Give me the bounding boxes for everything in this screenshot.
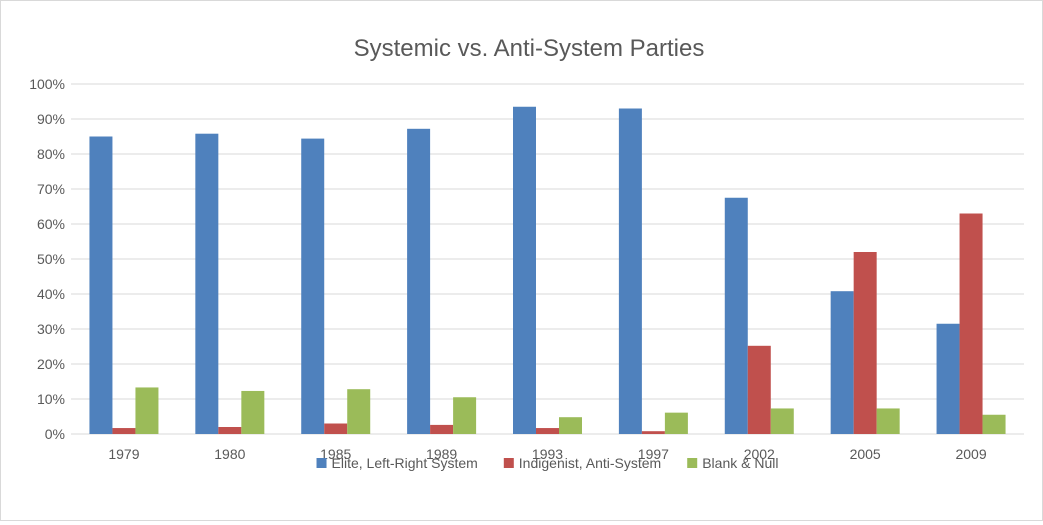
bar-elite-left-right-system-1979: [89, 136, 113, 434]
y-tick-label: 0%: [45, 426, 65, 442]
bar-blank-null-1997: [664, 412, 688, 434]
bar-elite-left-right-system-1980: [195, 133, 219, 434]
y-tick-label: 20%: [37, 356, 65, 372]
bar-elite-left-right-system-1997: [618, 108, 642, 434]
y-tick-label: 100%: [29, 76, 65, 92]
bar-blank-null-2005: [876, 408, 900, 434]
bar-indigenist-anti-system-1985: [324, 423, 348, 434]
bar-indigenist-anti-system-2002: [747, 345, 771, 434]
y-tick-label: 90%: [37, 111, 65, 127]
bar-indigenist-anti-system-1980: [218, 427, 242, 434]
y-tick-label: 80%: [37, 146, 65, 162]
bar-indigenist-anti-system-1979: [112, 428, 136, 434]
y-tick-label: 10%: [37, 391, 65, 407]
gridlines: [71, 83, 1024, 400]
y-tick-label: 30%: [37, 321, 65, 337]
x-tick-label: 1980: [214, 446, 245, 462]
x-axis-tick-labels: 1979 1980 1985 1989 1993 1997 2002 2005 2009: [108, 446, 986, 462]
bar-blank-null-1993: [559, 417, 582, 434]
bar-indigenist-anti-system-2009: [959, 213, 983, 434]
y-tick-label: 50%: [37, 251, 65, 267]
x-tick-label: 1993: [532, 446, 563, 462]
bars: [89, 106, 1006, 435]
legend: Elite, Left-Right System Indigenist, Anti…: [316, 455, 778, 471]
x-tick-label: 1979: [108, 446, 139, 462]
bar-indigenist-anti-system-2005: [853, 252, 877, 434]
bar-elite-left-right-system-2002: [724, 197, 748, 434]
legend-swatch-elite-left-right-system: [316, 458, 327, 468]
legend-label-elite-left-right-system: Elite, Left-Right System: [332, 455, 478, 471]
bar-elite-left-right-system-1993: [513, 106, 536, 434]
y-tick-label: 70%: [37, 181, 65, 197]
legend-swatch-indigenist-anti-system: [503, 458, 514, 468]
bar-indigenist-anti-system-1989: [430, 424, 454, 434]
x-tick-label: 1997: [638, 446, 669, 462]
y-tick-label: 60%: [37, 216, 65, 232]
x-tick-label: 1989: [426, 446, 457, 462]
bar-indigenist-anti-system-1997: [641, 431, 665, 434]
bar-indigenist-anti-system-1993: [536, 428, 559, 434]
bar-blank-null-2002: [770, 408, 794, 434]
bar-blank-null-1980: [241, 390, 265, 434]
bar-elite-left-right-system-2009: [936, 323, 960, 434]
bar-blank-null-2009: [982, 414, 1006, 434]
bar-blank-null-1989: [453, 397, 477, 434]
x-tick-label: 2005: [850, 446, 881, 462]
chart-title: Systemic vs. Anti-System Parties: [354, 35, 705, 62]
x-tick-label: 1985: [320, 446, 351, 462]
bar-elite-left-right-system-2005: [830, 291, 854, 434]
x-tick-label: 2002: [744, 446, 775, 462]
y-axis-tick-labels: 0% 10% 20% 30% 40% 50% 60% 70% 80% 90% 100%: [29, 76, 65, 442]
bar-blank-null-1979: [135, 387, 159, 434]
bar-blank-null-1985: [347, 389, 371, 434]
legend-swatch-blank-null: [687, 458, 698, 468]
x-tick-label: 2009: [955, 446, 986, 462]
bar-elite-left-right-system-1989: [407, 128, 431, 435]
legend-label-blank-null: Blank & Null: [702, 455, 778, 471]
y-tick-label: 40%: [37, 286, 65, 302]
bar-elite-left-right-system-1985: [301, 138, 325, 434]
legend-label-indigenist-anti-system: Indigenist, Anti-System: [519, 455, 661, 471]
